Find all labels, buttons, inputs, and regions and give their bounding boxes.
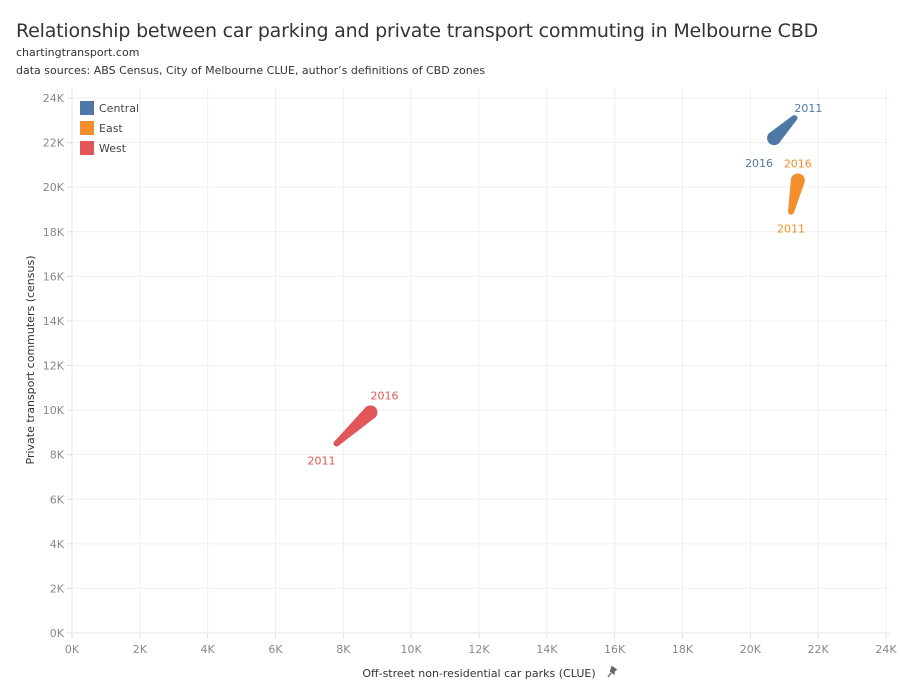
legend-swatch (80, 121, 94, 135)
point-2011[interactable] (791, 115, 797, 121)
x-tick-label: 10K (401, 643, 423, 656)
x-tick-label: 14K (536, 643, 558, 656)
x-tick-label: 12K (468, 643, 490, 656)
legend-item-east[interactable]: East (80, 121, 123, 135)
x-tick-label: 4K (201, 643, 216, 656)
data-label: 2016 (745, 157, 773, 170)
x-tick-label: 8K (336, 643, 351, 656)
x-tick-label: 20K (740, 643, 762, 656)
y-tick-label: 2K (50, 582, 65, 595)
data-label: 2016 (370, 389, 398, 402)
y-tick-label: 4K (50, 538, 65, 551)
y-tick-label: 20K (43, 181, 65, 194)
legend-label: West (99, 142, 127, 155)
y-axis-ticks: 0K 2K 4K 6K 8K 10K 12K 14K 16K 18K 20K 22K 24K (43, 92, 65, 640)
data-label: 2011 (794, 102, 822, 115)
legend-label: East (99, 122, 123, 135)
series-west: 2011 2016 (308, 389, 399, 467)
x-tick-label: 6K (268, 643, 283, 656)
x-tick-label: 22K (808, 643, 830, 656)
x-axis-label: Off-street non-residential car parks (CL… (362, 667, 595, 680)
series-east: 2011 2016 (777, 157, 812, 235)
y-tick-label: 6K (50, 493, 65, 506)
y-tick-label: 12K (43, 360, 65, 373)
pin-icon[interactable] (608, 666, 618, 677)
y-tick-label: 8K (50, 449, 65, 462)
data-label: 2011 (777, 223, 805, 236)
data-label: 2011 (308, 455, 336, 468)
legend-swatch (80, 101, 94, 115)
y-tick-label: 18K (43, 226, 65, 239)
x-tick-label: 18K (672, 643, 694, 656)
legend-item-west[interactable]: West (80, 141, 127, 155)
y-tick-label: 0K (50, 627, 65, 640)
point-2011[interactable] (788, 209, 794, 215)
y-axis-label: Private transport commuters (census) (24, 256, 37, 465)
x-axis-ticks: 0K 2K 4K 6K 8K 10K 12K 14K 16K 18K 20K 22K 24K (65, 643, 897, 656)
x-tick-label: 16K (604, 643, 626, 656)
point-2016[interactable] (767, 131, 781, 145)
x-tick-label: 24K (875, 643, 897, 656)
y-tick-label: 24K (43, 92, 65, 105)
data-label: 2016 (784, 157, 812, 170)
legend: Central East West (80, 101, 139, 155)
y-tick-label: 14K (43, 315, 65, 328)
point-2016[interactable] (791, 173, 805, 187)
gridlines (67, 88, 890, 638)
x-tick-label: 0K (65, 643, 80, 656)
legend-item-central[interactable]: Central (80, 101, 139, 115)
legend-label: Central (99, 102, 139, 115)
y-tick-label: 16K (43, 270, 65, 283)
series-marks: 2011 2016 2011 2016 2011 2016 (308, 102, 823, 467)
point-2016[interactable] (363, 405, 377, 419)
point-2011[interactable] (334, 441, 340, 447)
legend-swatch (80, 141, 94, 155)
y-tick-label: 22K (43, 137, 65, 150)
y-tick-label: 10K (43, 404, 65, 417)
x-tick-label: 2K (133, 643, 148, 656)
